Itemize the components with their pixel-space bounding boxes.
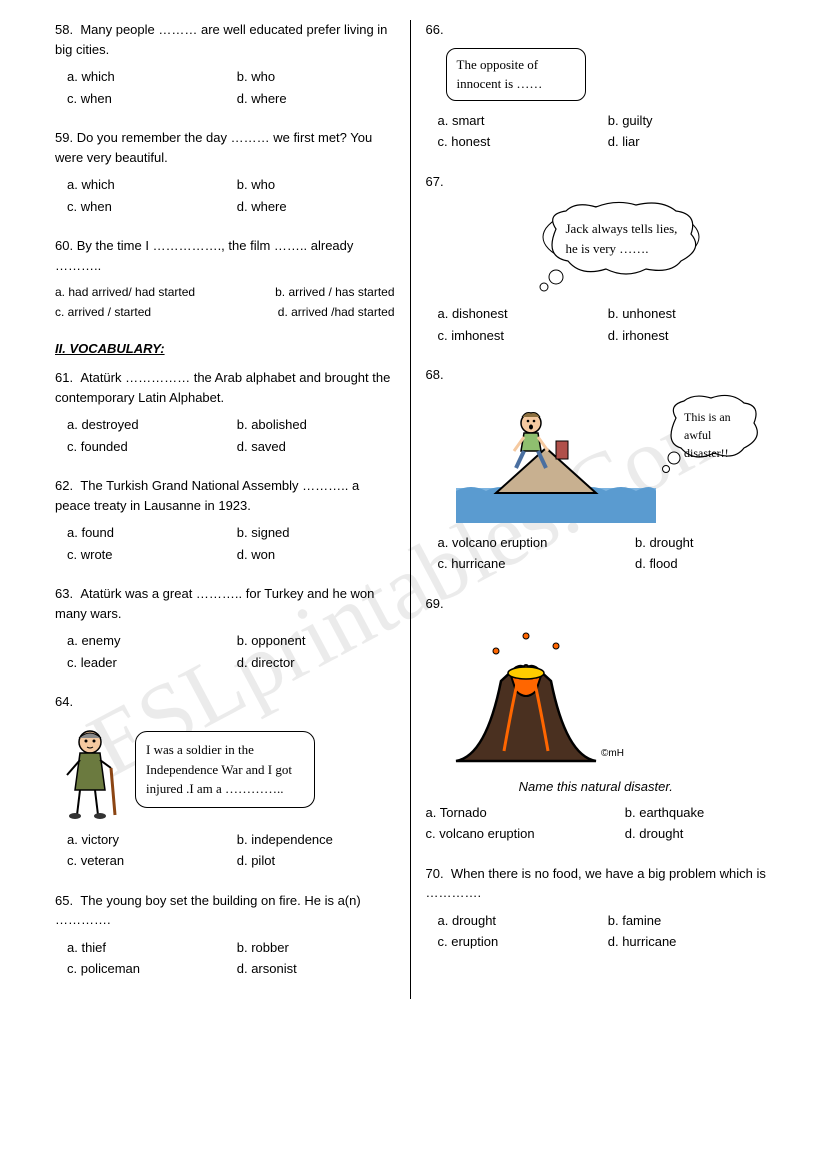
thought-text: Jack always tells lies, he is very ……. — [566, 219, 686, 258]
q-text: Do you remember the day ……… we first met… — [55, 130, 372, 165]
option-a: a. dishonest — [426, 304, 596, 324]
question-60: 60. By the time I ……………., the film …….. … — [55, 236, 395, 323]
option-a: a. thief — [55, 938, 225, 958]
q-num: 62. — [55, 478, 73, 493]
caption: Name this natural disaster. — [426, 777, 767, 797]
option-d: d. won — [225, 545, 395, 565]
option-d: d. flood — [623, 554, 766, 574]
q-num: 66. — [426, 22, 444, 37]
question-67: 67. Jack always tells lies, he is very …… — [426, 172, 767, 348]
option-b: b. famine — [596, 911, 766, 931]
question-63: 63. Atatürk was a great ……….. for Turkey… — [55, 584, 395, 674]
option-c: c. founded — [55, 437, 225, 457]
q-num: 63. — [55, 586, 73, 601]
option-b: b. unhonest — [596, 304, 766, 324]
option-a: a. which — [55, 175, 225, 195]
q-num: 60. — [55, 238, 73, 253]
q-num: 65. — [55, 893, 73, 908]
option-d: d. pilot — [225, 851, 395, 871]
option-a: a. found — [55, 523, 225, 543]
option-c: c. volcano eruption — [426, 824, 613, 844]
option-b: b. arrived / has started — [225, 283, 395, 301]
option-d: d. drought — [613, 824, 766, 844]
option-c: c. arrived / started — [55, 303, 225, 321]
q-num: 67. — [426, 174, 444, 189]
option-b: b. signed — [225, 523, 395, 543]
page-columns: 58. Many people ……… are well educated pr… — [40, 20, 781, 999]
option-a: a. Tornado — [426, 803, 613, 823]
option-c: c. hurricane — [426, 554, 623, 574]
option-b: b. guilty — [596, 111, 766, 131]
option-c: c. policeman — [55, 959, 225, 979]
q-text: By the time I ……………., the film …….. alre… — [55, 238, 353, 273]
option-b: b. robber — [225, 938, 395, 958]
question-62: 62. The Turkish Grand National Assembly … — [55, 476, 395, 566]
option-d: d. arrived /had started — [225, 303, 395, 321]
option-c: c. eruption — [426, 932, 596, 952]
option-d: d. saved — [225, 437, 395, 457]
q-num: 58. — [55, 22, 73, 37]
q-text: Atatürk …………… the Arab alphabet and brou… — [55, 370, 390, 405]
q-num: 68. — [426, 367, 444, 382]
q-num: 70. — [426, 866, 444, 881]
question-69: 69. ©mH Name this natural disaster. a. T… — [426, 594, 767, 846]
option-c: c. honest — [426, 132, 596, 152]
q-text: When there is no food, we have a big pro… — [426, 866, 766, 901]
option-c: c. wrote — [55, 545, 225, 565]
thought-text: This is an awful disaster!! — [684, 408, 754, 462]
question-64: 64. — [55, 692, 395, 873]
option-c: c. when — [55, 197, 225, 217]
question-58: 58. Many people ……… are well educated pr… — [55, 20, 395, 110]
option-b: b. opponent — [225, 631, 395, 651]
q-num: 61. — [55, 370, 73, 385]
option-a: a. smart — [426, 111, 596, 131]
question-65: 65. The young boy set the building on fi… — [55, 891, 395, 981]
option-d: d. where — [225, 197, 395, 217]
option-d: d. irhonest — [596, 326, 766, 346]
question-59: 59. Do you remember the day ……… we first… — [55, 128, 395, 218]
option-a: a. drought — [426, 911, 596, 931]
svg-text:©mH: ©mH — [601, 748, 624, 759]
right-column: 66. The opposite of innocent is …… a. sm… — [411, 20, 782, 999]
option-a: a. volcano eruption — [426, 533, 623, 553]
option-a: a. enemy — [55, 631, 225, 651]
option-a: a. had arrived/ had started — [55, 283, 225, 301]
speech-bubble: I was a soldier in the Independence War … — [135, 731, 315, 808]
option-b: b. earthquake — [613, 803, 766, 823]
left-column: 58. Many people ……… are well educated pr… — [40, 20, 411, 999]
question-68: 68. — [426, 365, 767, 576]
option-c: c. when — [55, 89, 225, 109]
option-c: c. veteran — [55, 851, 225, 871]
option-b: b. who — [225, 175, 395, 195]
section-vocabulary: II. VOCABULARY: — [55, 341, 395, 356]
option-d: d. hurricane — [596, 932, 766, 952]
option-b: b. who — [225, 67, 395, 87]
option-b: b. abolished — [225, 415, 395, 435]
q-text: The Turkish Grand National Assembly ……….… — [55, 478, 359, 513]
q-text: Atatürk was a great ……….. for Turkey and… — [55, 586, 374, 621]
question-70: 70. When there is no food, we have a big… — [426, 864, 767, 954]
option-d: d. where — [225, 89, 395, 109]
option-d: d. arsonist — [225, 959, 395, 979]
question-66: 66. The opposite of innocent is …… a. sm… — [426, 20, 767, 154]
speech-bubble: The opposite of innocent is …… — [446, 48, 586, 101]
soldier-icon — [55, 720, 125, 820]
q-num: 69. — [426, 596, 444, 611]
option-a: a. victory — [55, 830, 225, 850]
q-num: 64. — [55, 694, 73, 709]
flood-man-icon — [456, 393, 656, 523]
option-a: a. which — [55, 67, 225, 87]
q-num: 59. — [55, 130, 73, 145]
question-61: 61. Atatürk …………… the Arab alphabet and … — [55, 368, 395, 458]
option-c: c. imhonest — [426, 326, 596, 346]
q-text: Many people ……… are well educated prefer… — [55, 22, 387, 57]
q-text: The young boy set the building on fire. … — [55, 893, 361, 928]
option-d: d. liar — [596, 132, 766, 152]
option-b: b. drought — [623, 533, 766, 553]
option-a: a. destroyed — [55, 415, 225, 435]
option-c: c. leader — [55, 653, 225, 673]
option-d: d. director — [225, 653, 395, 673]
option-b: b. independence — [225, 830, 395, 850]
volcano-icon: ©mH — [426, 621, 626, 771]
